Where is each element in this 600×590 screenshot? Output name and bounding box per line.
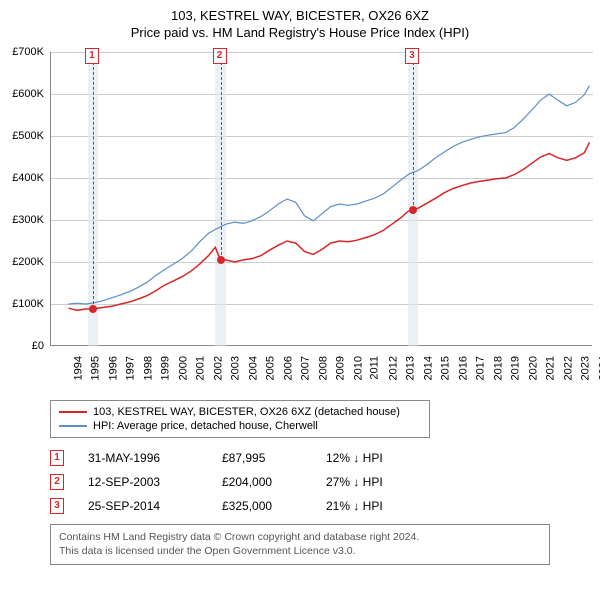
y-axis-label: £500K [12, 130, 44, 142]
x-axis-label: 2007 [300, 356, 312, 380]
x-axis-label: 2006 [282, 356, 294, 380]
y-axis-label: £400K [12, 172, 44, 184]
x-axis-label: 2011 [369, 356, 381, 380]
x-axis-label: 2012 [387, 356, 399, 380]
x-axis-label: 2018 [492, 356, 504, 380]
x-axis-label: 2003 [230, 356, 242, 380]
x-axis-label: 2001 [195, 356, 207, 380]
marker-dashed-line [93, 52, 94, 309]
chart-area: £0 £100K £200K £300K £400K £500K £600K £700K 199… [4, 46, 596, 396]
legend-item: HPI: Average price, detached house, Cher… [59, 419, 421, 433]
attribution-footer: Contains HM Land Registry data © Crown c… [50, 524, 550, 565]
sale-marker: 1 [85, 48, 99, 64]
x-axis-label: 2021 [545, 356, 557, 380]
x-axis-label: 1997 [125, 356, 137, 380]
sales-row-marker: 1 [50, 450, 64, 466]
footer-line-1: Contains HM Land Registry data © Crown c… [59, 531, 541, 545]
sale-marker: 2 [213, 48, 227, 64]
sales-row-price: £87,995 [222, 451, 302, 465]
x-axis-label: 2015 [440, 356, 452, 380]
x-axis-label: 1999 [160, 356, 172, 380]
y-axis-label: £100K [12, 298, 44, 310]
sales-row: 1 31-MAY-1996 £87,995 12% ↓ HPI [50, 446, 596, 470]
y-axis-label: £200K [12, 256, 44, 268]
x-axis-label: 2005 [265, 356, 277, 380]
marker-dashed-line [221, 52, 222, 260]
sales-row-diff: 21% ↓ HPI [326, 499, 416, 513]
x-axis-label: 2023 [580, 356, 592, 380]
sales-row-marker: 3 [50, 498, 64, 514]
legend-label: HPI: Average price, detached house, Cher… [93, 420, 318, 432]
sales-table: 1 31-MAY-1996 £87,995 12% ↓ HPI 2 12-SEP-2003… [50, 446, 596, 518]
x-axis-label: 1998 [142, 356, 154, 380]
sales-row-date: 25-SEP-2014 [88, 499, 198, 513]
sale-marker: 3 [405, 48, 419, 64]
legend-label: 103, KESTREL WAY, BICESTER, OX26 6XZ (de… [93, 406, 400, 418]
x-axis-label: 2019 [510, 356, 522, 380]
x-axis-label: 2010 [352, 356, 364, 380]
series-price_paid [69, 142, 590, 310]
x-axis-label: 2014 [422, 356, 434, 380]
x-axis-label: 2022 [562, 356, 574, 380]
sales-row-price: £204,000 [222, 475, 302, 489]
legend-swatch [59, 425, 87, 427]
legend-item: 103, KESTREL WAY, BICESTER, OX26 6XZ (de… [59, 405, 421, 419]
legend-swatch [59, 411, 87, 413]
y-axis-label: £300K [12, 214, 44, 226]
y-axis-label: £0 [32, 340, 44, 352]
sales-row-date: 12-SEP-2003 [88, 475, 198, 489]
sales-row-diff: 12% ↓ HPI [326, 451, 416, 465]
x-axis-label: 1994 [72, 356, 84, 380]
x-axis-label: 2013 [405, 356, 417, 380]
x-axis-label: 2004 [247, 356, 259, 380]
y-axis-label: £700K [12, 46, 44, 58]
sales-row-marker: 2 [50, 474, 64, 490]
x-axis-label: 2002 [212, 356, 224, 380]
footer-line-2: This data is licensed under the Open Gov… [59, 545, 541, 559]
sales-row-price: £325,000 [222, 499, 302, 513]
x-axis-label: 2020 [527, 356, 539, 380]
sales-row: 3 25-SEP-2014 £325,000 21% ↓ HPI [50, 494, 596, 518]
x-axis-label: 1995 [90, 356, 102, 380]
legend: 103, KESTREL WAY, BICESTER, OX26 6XZ (de… [50, 400, 430, 438]
x-axis-label: 2016 [457, 356, 469, 380]
chart-container: 103, KESTREL WAY, BICESTER, OX26 6XZ Pri… [0, 0, 600, 569]
x-axis-label: 2000 [177, 356, 189, 380]
y-axis-label: £600K [12, 88, 44, 100]
title-block: 103, KESTREL WAY, BICESTER, OX26 6XZ Pri… [4, 8, 596, 40]
plot-region [50, 52, 592, 346]
x-axis-label: 2008 [317, 356, 329, 380]
x-axis-label: 1996 [107, 356, 119, 380]
marker-dashed-line [413, 52, 414, 210]
chart-title-address: 103, KESTREL WAY, BICESTER, OX26 6XZ [4, 8, 596, 23]
chart-svg [51, 52, 593, 346]
x-axis-label: 2009 [335, 356, 347, 380]
sales-row: 2 12-SEP-2003 £204,000 27% ↓ HPI [50, 470, 596, 494]
x-axis-label: 2017 [475, 356, 487, 380]
sales-row-date: 31-MAY-1996 [88, 451, 198, 465]
chart-subtitle: Price paid vs. HM Land Registry's House … [4, 25, 596, 40]
sales-row-diff: 27% ↓ HPI [326, 475, 416, 489]
series-hpi [69, 86, 590, 304]
